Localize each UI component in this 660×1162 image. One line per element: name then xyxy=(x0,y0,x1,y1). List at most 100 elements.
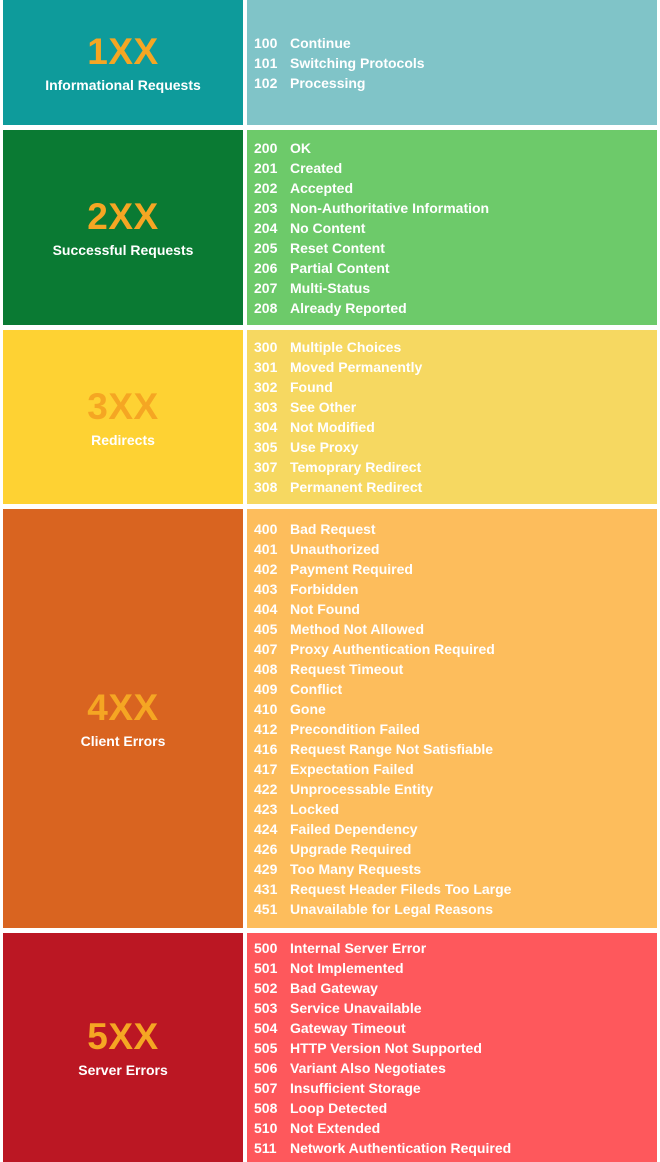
status-code-text: Request Timeout xyxy=(290,660,404,677)
status-code-row: 503 Service Unavailable xyxy=(254,998,657,1018)
status-code-number: 203 xyxy=(254,199,278,216)
status-code-text: No Content xyxy=(290,219,366,236)
group-header: 1XX Informational Requests xyxy=(3,0,243,125)
group-subtitle: Client Errors xyxy=(80,733,166,749)
status-code-row: 101 Switching Protocols xyxy=(254,53,657,73)
status-code-text: Request Header Fileds Too Large xyxy=(290,880,512,897)
status-code-row: 500 Internal Server Error xyxy=(254,938,657,958)
status-code-text: Continue xyxy=(290,34,351,51)
status-code-number: 501 xyxy=(254,959,278,976)
status-code-text: Permanent Redirect xyxy=(290,479,423,495)
status-code-text: Multiple Choices xyxy=(290,339,402,355)
status-code-text: Precondition Failed xyxy=(290,720,420,737)
group-title: 3XX xyxy=(87,385,159,427)
status-code-number: 422 xyxy=(254,780,278,797)
status-code-text: Locked xyxy=(290,800,340,817)
status-code-number: 417 xyxy=(254,760,278,777)
status-code-number: 102 xyxy=(254,74,278,91)
status-code-text: Reset Content xyxy=(290,239,385,256)
status-code-number: 401 xyxy=(254,540,278,557)
group-subtitle: Successful Requests xyxy=(52,242,194,258)
status-code-text: Gateway Timeout xyxy=(290,1019,406,1036)
status-code-number: 423 xyxy=(254,800,278,817)
group-title: 1XX xyxy=(87,31,159,72)
group-title: 2XX xyxy=(87,196,159,237)
status-code-number: 200 xyxy=(254,139,278,156)
status-code-row: 451 Unavailable for Legal Reasons xyxy=(254,899,657,919)
status-code-row: 300 Multiple Choices xyxy=(254,337,657,357)
status-code-number: 202 xyxy=(254,179,278,196)
status-code-number: 101 xyxy=(254,54,278,71)
status-code-text: Request Range Not Satisfiable xyxy=(290,740,494,757)
code-list: 100 Continue 101 Switching Protocols 102 Proc… xyxy=(247,0,657,125)
status-code-row: 308 Permanent Redirect xyxy=(254,477,657,497)
status-code-text: Moved Permanently xyxy=(290,359,423,375)
status-code-row: 504 Gateway Timeout xyxy=(254,1018,657,1038)
status-code-row: 424 Failed Dependency xyxy=(254,819,657,839)
status-code-number: 208 xyxy=(254,299,278,316)
status-code-number: 412 xyxy=(254,720,278,737)
status-code-row: 407 Proxy Authentication Required xyxy=(254,639,657,659)
status-code-row: 303 See Other xyxy=(254,397,657,417)
status-code-number: 510 xyxy=(254,1119,278,1136)
status-code-row: 202 Accepted xyxy=(254,178,657,198)
status-code-row: 102 Processing xyxy=(254,73,657,93)
status-code-row: 431 Request Header Fileds Too Large xyxy=(254,879,657,899)
status-code-row: 511 Network Authentication Required xyxy=(254,1138,657,1158)
group-title: 5XX xyxy=(87,1016,159,1057)
status-code-number: 424 xyxy=(254,820,278,837)
status-code-number: 507 xyxy=(254,1079,278,1096)
status-code-text: Accepted xyxy=(290,179,354,196)
group-header: 3XX Redirects xyxy=(3,330,243,504)
group-subtitle: Informational Requests xyxy=(45,77,201,93)
status-code-text: Not Found xyxy=(290,600,360,617)
status-code-text: Gone xyxy=(290,700,326,717)
code-list: 500 Internal Server Error 501 Not Implement… xyxy=(247,933,657,1162)
status-code-number: 506 xyxy=(254,1059,278,1076)
code-list: 300 Multiple Choices 301 Moved Permanently 3… xyxy=(247,330,657,504)
status-code-row: 200 OK xyxy=(254,138,657,158)
status-code-number: 508 xyxy=(254,1099,278,1116)
status-code-row: 401 Unauthorized xyxy=(254,539,657,559)
status-code-number: 400 xyxy=(254,520,278,537)
group-header: 2XX Successful Requests xyxy=(3,130,243,325)
status-code-text: Too Many Requests xyxy=(290,860,422,877)
status-code-row: 507 Insufficient Storage xyxy=(254,1078,657,1098)
status-code-number: 402 xyxy=(254,560,278,577)
status-code-text: Internal Server Error xyxy=(290,939,427,956)
status-code-number: 408 xyxy=(254,660,278,677)
status-code-text: Expectation Failed xyxy=(290,760,414,777)
status-code-text: Insufficient Storage xyxy=(290,1079,421,1096)
status-code-text: Network Authentication Required xyxy=(290,1139,512,1156)
status-code-text: Created xyxy=(290,159,343,176)
status-code-text: Unavailable for Legal Reasons xyxy=(290,900,494,917)
status-code-row: 501 Not Implemented xyxy=(254,958,657,978)
status-code-row: 402 Payment Required xyxy=(254,559,657,579)
status-code-row: 409 Conflict xyxy=(254,679,657,699)
status-code-row: 422 Unprocessable Entity xyxy=(254,779,657,799)
status-code-number: 403 xyxy=(254,580,278,597)
status-code-text: Unprocessable Entity xyxy=(290,780,434,797)
status-code-row: 206 Partial Content xyxy=(254,258,657,278)
status-code-row: 100 Continue xyxy=(254,33,657,53)
group-subtitle: Redirects xyxy=(91,431,155,448)
status-code-text: Found xyxy=(290,379,333,395)
status-code-row: 304 Not Modified xyxy=(254,417,657,437)
status-code-row: 302 Found xyxy=(254,377,657,397)
group-header: 5XX Server Errors xyxy=(3,933,243,1162)
status-code-row: 416 Request Range Not Satisfiable xyxy=(254,739,657,759)
status-code-row: 204 No Content xyxy=(254,218,657,238)
status-code-text: Forbidden xyxy=(290,580,359,597)
status-code-text: Conflict xyxy=(290,680,343,697)
status-code-number: 502 xyxy=(254,979,278,996)
status-code-number: 407 xyxy=(254,640,278,657)
status-code-row: 410 Gone xyxy=(254,699,657,719)
status-code-text: Upgrade Required xyxy=(290,840,412,857)
status-code-number: 303 xyxy=(254,399,278,415)
status-code-text: See Other xyxy=(290,399,357,415)
group-title: 4XX xyxy=(87,687,159,728)
status-code-text: Not Modified xyxy=(290,419,375,435)
group-1xx: 1XX Informational Requests 100 Continue 10… xyxy=(0,0,660,125)
status-code-row: 207 Multi-Status xyxy=(254,278,657,298)
